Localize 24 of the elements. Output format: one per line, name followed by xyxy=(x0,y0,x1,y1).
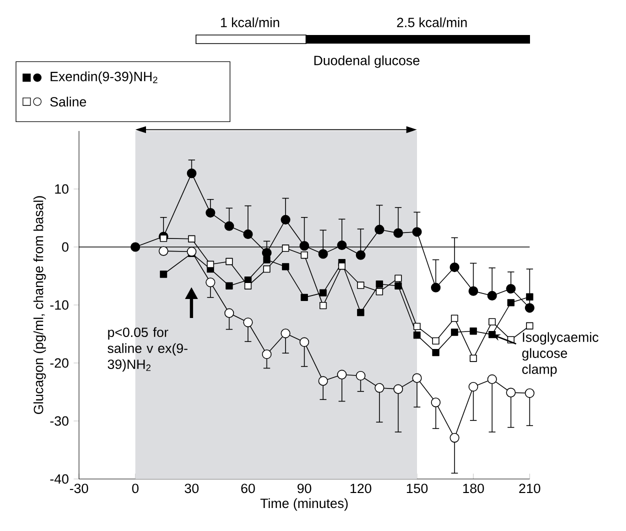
annotation: Isoglycaemic glucose clamp xyxy=(522,332,598,377)
x-tick-label: 150 xyxy=(406,484,428,494)
x-tick-label: 120 xyxy=(350,484,372,494)
text: 1 kcal/min xyxy=(221,17,280,28)
x-tick-label: 60 xyxy=(241,484,255,494)
x-tick-label: 180 xyxy=(463,484,484,494)
y-tick-label: 10 xyxy=(55,184,68,194)
text: Duodenal glucose xyxy=(314,55,420,68)
y-tick-label: -40 xyxy=(50,474,68,484)
text: 2.5 kcal/min xyxy=(397,17,467,28)
y-axis-title: Glucagon (pg/ml, change from basal) xyxy=(33,196,46,414)
y-tick-label: -30 xyxy=(50,416,68,426)
x-tick-label: -30 xyxy=(70,484,88,494)
y-tick-label: 0 xyxy=(62,242,68,252)
x-tick-label: 0 xyxy=(132,484,139,494)
x-tick-label: 30 xyxy=(184,484,199,494)
y-tick-label: -20 xyxy=(50,358,68,368)
x-tick-label: 210 xyxy=(519,484,540,494)
annotation: p<0.05 for saline v ex(9-39)NH$_{2}$ xyxy=(108,327,188,372)
legend-label: Saline xyxy=(50,96,86,107)
x-tick-label: 90 xyxy=(298,484,312,494)
x-axis-title: Time (minutes) xyxy=(260,498,348,511)
legend-label: Exendin(9-39)NH$_{2}$ xyxy=(50,71,158,84)
y-tick-label: -10 xyxy=(50,300,68,310)
